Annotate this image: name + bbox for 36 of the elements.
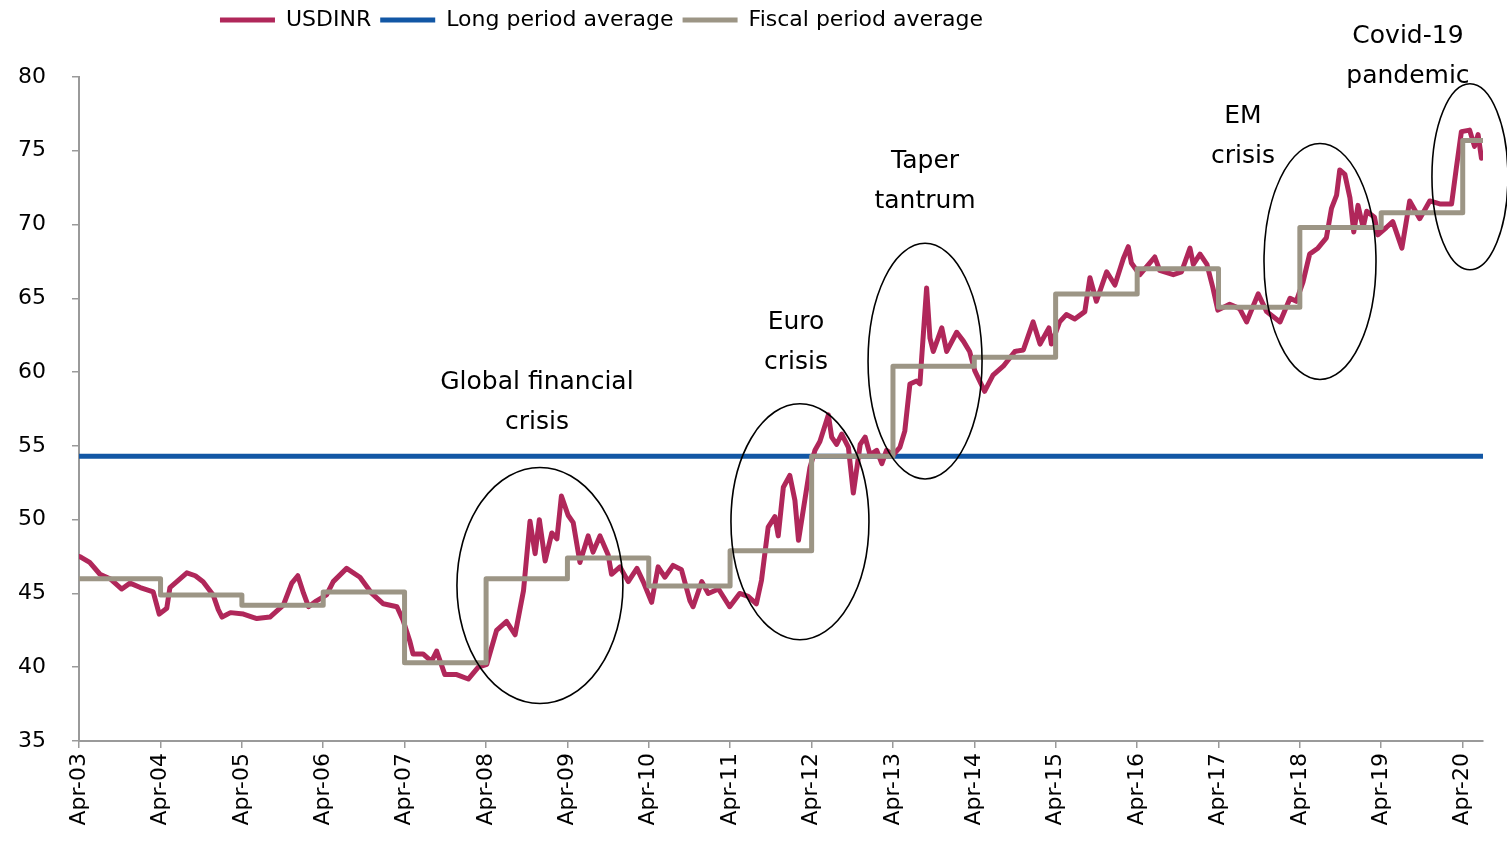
annotation: Global financial crisis (440, 365, 634, 435)
x-tick-label: Apr-04 (146, 753, 172, 826)
y-tick-label: 70 (18, 210, 46, 236)
y-tick-label: 45 (18, 579, 46, 605)
x-tick-label: Apr-16 (1122, 753, 1148, 826)
x-tick-label: Apr-08 (471, 753, 497, 826)
legend-label: Long period average (446, 5, 674, 31)
y-tick-label: 75 (18, 136, 46, 162)
annotation: Euro crisis (763, 306, 828, 376)
annotation: EM crisis (1211, 99, 1275, 169)
x-tick-label: Apr-15 (1041, 753, 1067, 826)
x-tick-label: Apr-10 (634, 753, 660, 826)
x-tick-label: Apr-05 (227, 753, 253, 826)
x-tick-label: Apr-13 (878, 753, 904, 826)
y-tick-label: 40 (18, 652, 46, 678)
annotation: Covid-19 pandemic (1346, 20, 1470, 90)
legend-label: USDINR (285, 5, 372, 31)
x-tick-label: Apr-11 (715, 753, 741, 826)
x-tick-label: Apr-17 (1204, 753, 1230, 826)
x-tick-label: Apr-14 (960, 753, 986, 826)
x-tick-label: Apr-09 (553, 753, 579, 826)
x-tick-label: Apr-06 (308, 753, 334, 826)
x-tick-label: Apr-03 (64, 753, 90, 826)
y-tick-label: 35 (18, 726, 46, 752)
x-tick-label: Apr-20 (1448, 753, 1474, 826)
legend-label: Fiscal period average (748, 5, 984, 31)
y-tick-label: 60 (18, 357, 46, 383)
y-tick-label: 50 (18, 505, 46, 531)
x-tick-label: Apr-19 (1366, 753, 1392, 826)
x-tick-label: Apr-12 (797, 753, 823, 826)
annotation: Taper tantrum (874, 144, 976, 214)
y-tick-label: 80 (18, 62, 46, 88)
y-tick-label: 65 (18, 284, 46, 310)
x-tick-label: Apr-07 (390, 753, 416, 826)
y-tick-label: 55 (18, 431, 46, 457)
x-tick-label: Apr-18 (1285, 753, 1311, 826)
